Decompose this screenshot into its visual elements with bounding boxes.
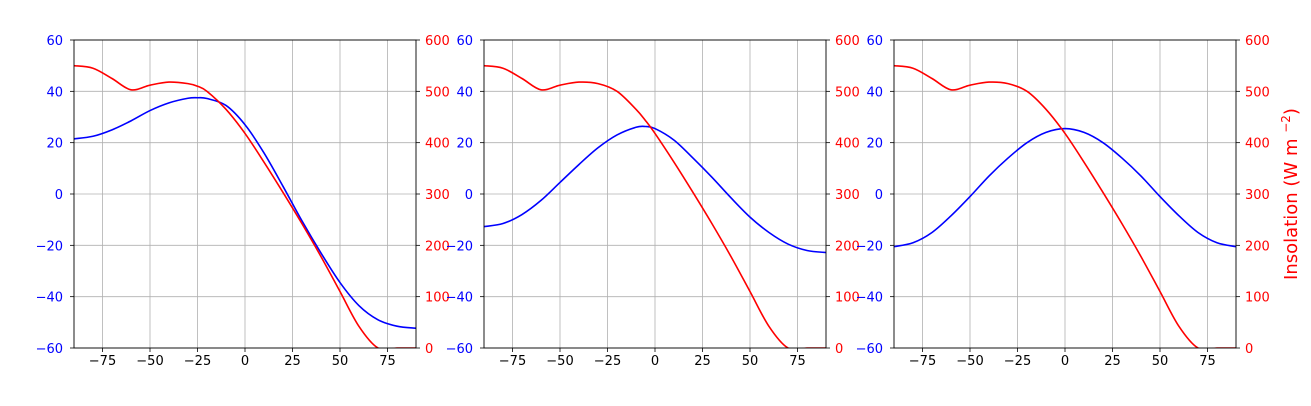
y-tick-label: 0 (875, 188, 883, 203)
x-tick-label: −50 (546, 354, 573, 369)
y-tick-label: −40 (36, 291, 63, 306)
x-tick-label: −50 (136, 354, 163, 369)
insolation-line (74, 64, 416, 348)
y2-tick-label: 400 (835, 137, 860, 152)
x-tick-label: 25 (284, 354, 301, 369)
x-tick-label: −25 (594, 354, 621, 369)
y-tick-label: 60 (866, 34, 883, 49)
y-tick-label: 40 (46, 85, 63, 100)
y2-tick-label: 600 (835, 34, 860, 49)
y2-tick-label: 300 (835, 188, 860, 203)
y-tick-label: 0 (55, 188, 63, 203)
y2-tick-label: 100 (1245, 291, 1270, 306)
temperature-line (74, 96, 416, 330)
x-tick-label: 75 (789, 354, 806, 369)
y-tick-label: −20 (856, 239, 883, 254)
x-tick-label: 75 (1199, 354, 1216, 369)
x-tick-label: 0 (1061, 354, 1069, 369)
y2-tick-label: 200 (425, 239, 450, 254)
y-tick-label: −60 (36, 342, 63, 357)
y2-tick-label: 200 (1245, 239, 1270, 254)
x-tick-label: −75 (499, 354, 526, 369)
y2-tick-label: 600 (425, 34, 450, 49)
chart-panel-3: −75 −50 −25 0 25 50 75−60−40−20020406001002003… (856, 34, 1302, 369)
y-tick-label: 40 (866, 85, 883, 100)
x-tick-label: −75 (89, 354, 116, 369)
x-tick-label: −25 (184, 354, 211, 369)
y2-tick-label: 0 (835, 342, 843, 357)
x-tick-label: 50 (742, 354, 759, 369)
y2-tick-label: 600 (1245, 34, 1270, 49)
y2-tick-label: 0 (1245, 342, 1253, 357)
x-tick-label: 25 (694, 354, 711, 369)
y-tick-label: −40 (446, 291, 473, 306)
y2-tick-label: 500 (835, 85, 860, 100)
insolation-line (484, 64, 826, 348)
y-tick-label: −60 (446, 342, 473, 357)
y2-tick-label: 300 (1245, 188, 1270, 203)
y2-axis-label-exponent: −2 (1279, 115, 1293, 133)
temperature-line (894, 127, 1236, 248)
y2-tick-label: 100 (425, 291, 450, 306)
y-tick-label: 40 (456, 85, 473, 100)
x-tick-label: 0 (241, 354, 249, 369)
y-tick-label: −40 (856, 291, 883, 306)
y2-tick-label: 300 (425, 188, 450, 203)
y-tick-label: 0 (465, 188, 473, 203)
y-tick-label: −60 (856, 342, 883, 357)
y2-axis-label-main: Insolation (W m (1281, 133, 1302, 280)
chart-panel-1: −75 −50 −25 0 25 50 75−60−40−20020406001002003… (36, 34, 450, 369)
x-tick-label: −50 (956, 354, 983, 369)
y2-tick-label: 0 (425, 342, 433, 357)
y-tick-label: 20 (866, 137, 883, 152)
x-tick-label: −25 (1004, 354, 1031, 369)
y2-axis-label: Insolation (W m −2) (1279, 108, 1302, 280)
y2-tick-label: 500 (1245, 85, 1270, 100)
y2-tick-label: 400 (425, 137, 450, 152)
y-tick-label: 20 (46, 137, 63, 152)
x-tick-label: 25 (1104, 354, 1121, 369)
y2-tick-label: 400 (1245, 137, 1270, 152)
y2-tick-label: 200 (835, 239, 860, 254)
y-tick-label: −20 (36, 239, 63, 254)
chart-panel-2: −75 −50 −25 0 25 50 75−60−40−20020406001002003… (446, 34, 860, 369)
y-tick-label: −20 (446, 239, 473, 254)
x-tick-label: 75 (379, 354, 396, 369)
x-tick-label: 50 (1152, 354, 1169, 369)
y2-tick-label: 100 (835, 291, 860, 306)
x-tick-label: 50 (332, 354, 349, 369)
y2-axis-label-end: ) (1281, 108, 1302, 115)
y-tick-label: 60 (456, 34, 473, 49)
insolation-line (894, 64, 1236, 348)
y-tick-label: 20 (456, 137, 473, 152)
x-tick-label: 0 (651, 354, 659, 369)
x-tick-label: −75 (909, 354, 936, 369)
y2-tick-label: 500 (425, 85, 450, 100)
y-tick-label: 60 (46, 34, 63, 49)
